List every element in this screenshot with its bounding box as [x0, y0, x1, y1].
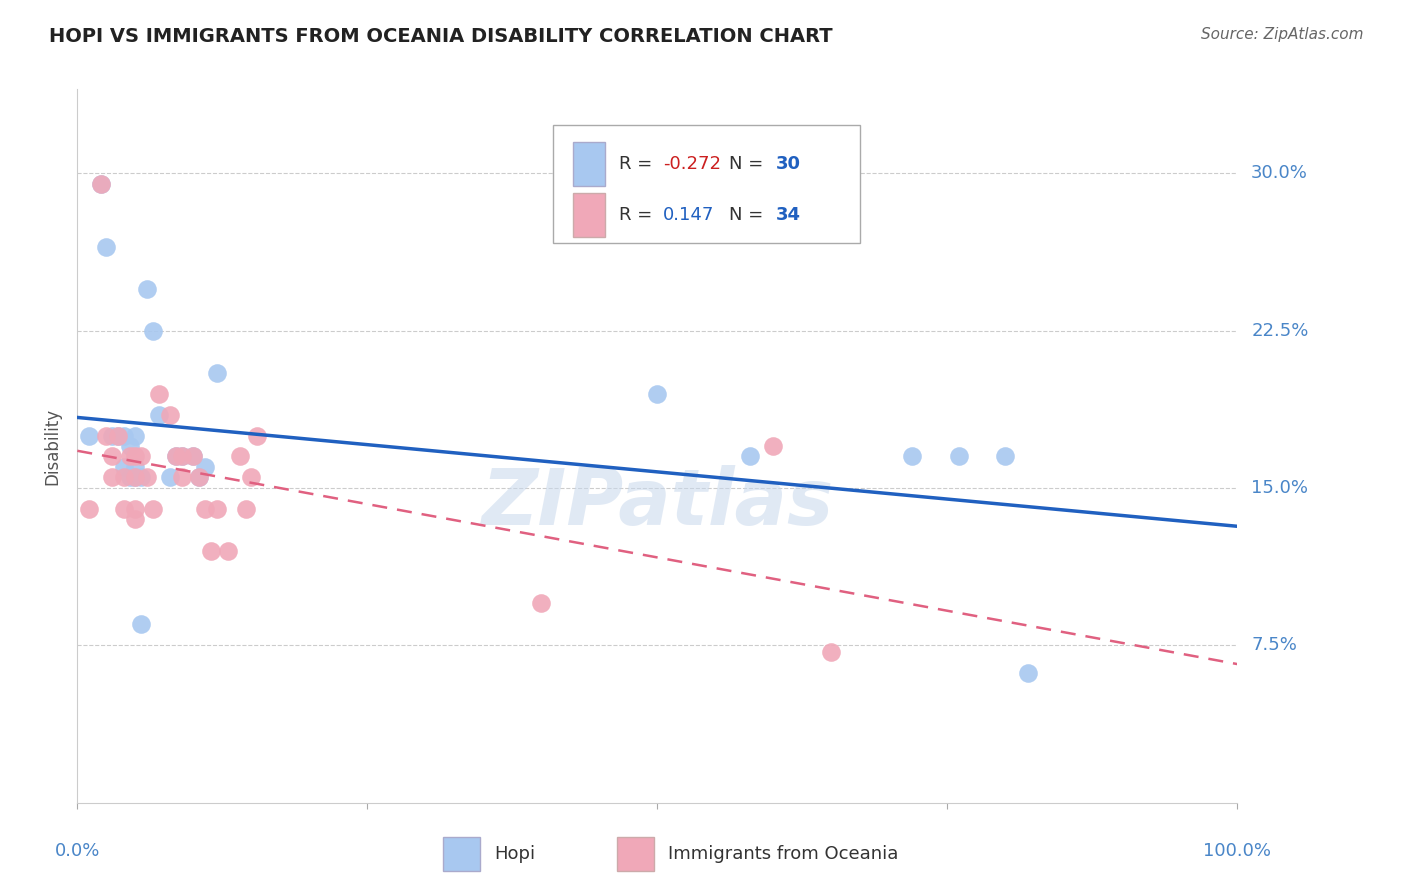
- Point: [170, 470, 193, 484]
- Point: [901, 450, 924, 464]
- Point: [77, 428, 100, 442]
- Point: [165, 450, 187, 464]
- Point: [188, 470, 211, 484]
- Y-axis label: Disability: Disability: [44, 408, 62, 484]
- Text: 7.5%: 7.5%: [1251, 636, 1298, 655]
- Point: [205, 366, 228, 380]
- Point: [235, 502, 257, 516]
- Point: [90, 177, 111, 191]
- Text: Hopi: Hopi: [494, 846, 534, 863]
- Point: [107, 428, 129, 442]
- Point: [205, 502, 228, 516]
- FancyBboxPatch shape: [572, 142, 605, 186]
- Text: N =: N =: [730, 206, 769, 224]
- Point: [124, 470, 146, 484]
- Point: [101, 470, 124, 484]
- Point: [124, 450, 146, 464]
- Point: [112, 470, 135, 484]
- Point: [148, 408, 170, 422]
- Point: [101, 428, 124, 442]
- Point: [90, 177, 111, 191]
- Point: [124, 470, 146, 484]
- FancyBboxPatch shape: [553, 125, 860, 243]
- Point: [118, 439, 141, 453]
- Point: [994, 450, 1017, 464]
- Text: 0.147: 0.147: [664, 206, 714, 224]
- Text: 34: 34: [776, 206, 800, 224]
- Point: [142, 502, 165, 516]
- Point: [647, 386, 669, 401]
- FancyBboxPatch shape: [443, 837, 479, 871]
- Text: 22.5%: 22.5%: [1251, 321, 1309, 340]
- Point: [124, 460, 146, 475]
- Point: [112, 502, 135, 516]
- Text: Immigrants from Oceania: Immigrants from Oceania: [668, 846, 898, 863]
- Point: [159, 408, 181, 422]
- Text: 0.0%: 0.0%: [55, 842, 100, 860]
- Point: [112, 460, 135, 475]
- Point: [135, 470, 157, 484]
- Point: [142, 324, 165, 338]
- FancyBboxPatch shape: [617, 837, 654, 871]
- Point: [740, 450, 762, 464]
- Point: [124, 428, 146, 442]
- Point: [762, 439, 785, 453]
- FancyBboxPatch shape: [572, 193, 605, 237]
- Point: [77, 502, 100, 516]
- Point: [165, 450, 187, 464]
- Point: [217, 544, 239, 558]
- Point: [240, 470, 263, 484]
- Point: [1018, 665, 1040, 680]
- Point: [148, 386, 170, 401]
- Point: [129, 617, 152, 632]
- Point: [183, 450, 205, 464]
- Text: ZIPatlas: ZIPatlas: [481, 465, 834, 541]
- Point: [135, 282, 157, 296]
- Text: 30: 30: [776, 155, 800, 173]
- Point: [246, 428, 269, 442]
- Text: HOPI VS IMMIGRANTS FROM OCEANIA DISABILITY CORRELATION CHART: HOPI VS IMMIGRANTS FROM OCEANIA DISABILI…: [49, 27, 832, 45]
- Point: [107, 428, 129, 442]
- Point: [112, 428, 135, 442]
- Point: [228, 450, 252, 464]
- Text: 100.0%: 100.0%: [1204, 842, 1271, 860]
- Point: [200, 544, 222, 558]
- Point: [129, 470, 152, 484]
- Text: -0.272: -0.272: [664, 155, 721, 173]
- Point: [159, 470, 181, 484]
- Point: [101, 450, 124, 464]
- Point: [530, 596, 553, 610]
- Point: [118, 470, 141, 484]
- Text: Source: ZipAtlas.com: Source: ZipAtlas.com: [1201, 27, 1364, 42]
- Text: 30.0%: 30.0%: [1251, 164, 1308, 182]
- Point: [124, 502, 146, 516]
- Point: [820, 645, 842, 659]
- Point: [170, 450, 193, 464]
- Text: N =: N =: [730, 155, 769, 173]
- Text: R =: R =: [619, 155, 658, 173]
- Point: [194, 460, 217, 475]
- Point: [118, 450, 141, 464]
- Point: [183, 450, 205, 464]
- Point: [948, 450, 970, 464]
- Point: [188, 470, 211, 484]
- Point: [96, 239, 118, 253]
- Point: [124, 512, 146, 526]
- Point: [96, 428, 118, 442]
- Text: R =: R =: [619, 206, 658, 224]
- Point: [129, 450, 152, 464]
- Point: [170, 450, 193, 464]
- Point: [194, 502, 217, 516]
- Text: 15.0%: 15.0%: [1251, 479, 1308, 497]
